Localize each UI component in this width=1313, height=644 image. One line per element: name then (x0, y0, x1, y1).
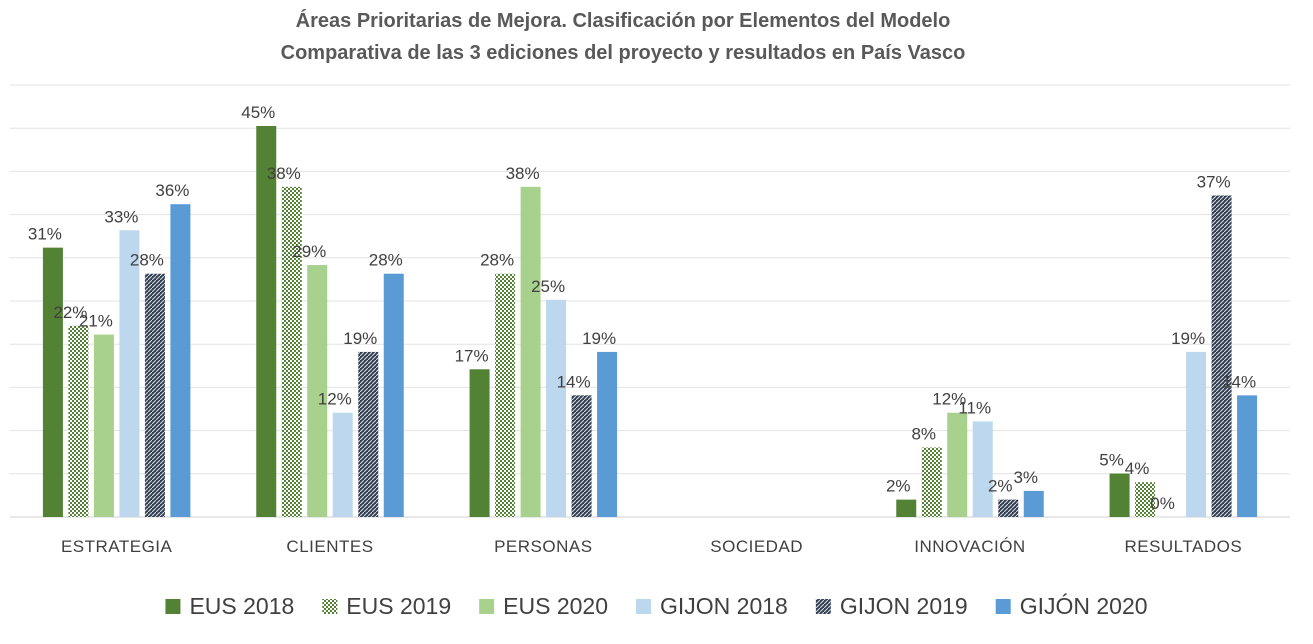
bar-gijon-2018-clientes (332, 412, 353, 517)
data-label-eus-2020-estrategia: 21% (79, 312, 113, 331)
chart-subtitle: Comparativa de las 3 ediciones del proye… (281, 42, 966, 64)
data-label-eus-2020-resultados: 0% (1150, 494, 1175, 513)
legend: EUS 2018 EUS 2019 EUS 2020 GIJON 2018 GIJON … (165, 593, 1148, 619)
data-label-eus-2018-resultados: 5% (1099, 451, 1124, 470)
bar-eus-2020-innovacion (947, 412, 968, 517)
data-labels: 31% 22%21% 33% 28% 36% 45% 38% 29% 12% 19% 28% 17% 2… (28, 103, 1256, 513)
bar-eus-2020-estrategia (93, 334, 114, 517)
legend-swatch-gijon-2018 (636, 599, 652, 614)
legend-swatch-gijon-2020 (995, 599, 1011, 614)
bar-eus-2019-personas (495, 273, 516, 517)
data-label-eus-2018-innovacion: 2% (886, 477, 911, 496)
x-tick-label-personas: PERSONAS (494, 537, 592, 556)
data-label-eus-2018-clientes: 45% (241, 103, 275, 122)
data-label-eus-2019-resultados: 4% (1125, 459, 1150, 478)
data-label-eus-2019-innovacion: 8% (911, 424, 936, 443)
bar-gijon-2018-personas (546, 299, 567, 517)
data-label-gijon-2018-estrategia: 33% (104, 207, 138, 226)
bar-gijon-2019-innovacion (998, 499, 1019, 517)
data-label-gijon-2019-clientes: 19% (343, 329, 377, 348)
legend-item-eus-2018: EUS 2018 (165, 593, 294, 619)
x-tick-label-sociedad: SOCIEDAD (710, 537, 803, 556)
data-label-gijon-2018-resultados: 19% (1171, 329, 1205, 348)
data-label-gijon-2019-resultados: 37% (1197, 173, 1231, 192)
data-label-gijon-2019-innovacion: 2% (988, 477, 1013, 496)
bar-eus-2020-clientes (307, 265, 328, 517)
legend-item-eus-2019: EUS 2019 (322, 593, 451, 619)
bar-gijon-2018-estrategia (119, 230, 140, 517)
data-label-gijon-2019-estrategia: 28% (130, 251, 164, 270)
data-label-gijon-2019-personas: 14% (557, 372, 591, 391)
data-label-eus-2019-estrategia: 22% (53, 303, 87, 322)
data-label-gijon-2018-clientes: 12% (318, 390, 352, 409)
bar-eus-2019-estrategia (68, 325, 89, 517)
bar-gijon-2020-innovacion (1023, 490, 1044, 517)
data-label-eus-2019-personas: 28% (480, 251, 514, 270)
bar-gijon-2020-estrategia (170, 204, 191, 517)
legend-label-gijon-2018: GIJON 2018 (660, 593, 788, 619)
data-label-gijon-2018-personas: 25% (531, 277, 565, 296)
bar-gijon-2018-resultados (1186, 351, 1207, 517)
data-label-eus-2018-personas: 17% (455, 346, 489, 365)
legend-item-eus-2020: EUS 2020 (479, 593, 608, 619)
gridlines (10, 84, 1290, 518)
legend-label-eus-2019: EUS 2019 (346, 593, 451, 619)
data-label-eus-2020-clientes: 29% (292, 242, 326, 261)
x-axis-labels: ESTRATEGIA CLIENTES PERSONAS SOCIEDAD INNOVA… (61, 537, 1242, 556)
bar-gijon-2020-resultados (1237, 395, 1258, 517)
data-label-gijon-2020-innovacion: 3% (1013, 468, 1038, 487)
legend-label-eus-2018: EUS 2018 (189, 593, 294, 619)
legend-swatch-eus-2018 (165, 599, 181, 614)
data-label-gijon-2020-personas: 19% (582, 329, 616, 348)
bar-eus-2020-personas (520, 186, 541, 518)
data-label-eus-2019-clientes: 38% (267, 164, 301, 183)
x-tick-label-resultados: RESULTADOS (1124, 537, 1242, 556)
legend-label-eus-2020: EUS 2020 (503, 593, 608, 619)
bar-eus-2019-innovacion (921, 447, 942, 517)
bar-gijon-2019-estrategia (144, 273, 165, 517)
legend-swatch-eus-2020 (479, 599, 495, 614)
legend-swatch-gijon-2019 (815, 599, 831, 614)
legend-label-gijon-2019: GIJON 2019 (840, 593, 968, 619)
x-tick-label-innovacion: INNOVACIÓN (914, 537, 1025, 556)
data-label-gijon-2020-resultados: 14% (1222, 372, 1256, 391)
bar-eus-2018-resultados (1109, 473, 1130, 517)
bars (42, 126, 1258, 518)
bar-gijon-2018-innovacion (972, 421, 993, 517)
legend-swatch-eus-2019 (322, 599, 338, 614)
data-label-eus-2020-personas: 38% (506, 164, 540, 183)
bar-eus-2018-estrategia (42, 247, 63, 517)
x-tick-label-clientes: CLIENTES (286, 537, 373, 556)
chart-title: Áreas Prioritarias de Mejora. Clasificac… (296, 9, 951, 32)
bar-eus-2018-personas (469, 369, 490, 517)
legend-item-gijon-2020: GIJÓN 2020 (995, 593, 1148, 619)
bar-eus-2019-clientes (281, 186, 302, 518)
legend-item-gijon-2019: GIJON 2019 (815, 593, 968, 619)
bar-eus-2018-innovacion (896, 499, 917, 517)
bar-gijon-2020-clientes (383, 273, 404, 517)
x-tick-label-estrategia: ESTRATEGIA (61, 537, 173, 556)
bar-eus-2018-clientes (256, 126, 277, 517)
bar-eus-2019-resultados (1135, 482, 1156, 517)
legend-label-gijon-2020: GIJÓN 2020 (1020, 593, 1148, 619)
bar-gijon-2019-clientes (358, 351, 379, 517)
data-label-gijon-2020-estrategia: 36% (155, 181, 189, 200)
data-label-eus-2020-innovacion: 12% (932, 390, 966, 409)
legend-item-gijon-2018: GIJON 2018 (636, 593, 788, 619)
bar-gijon-2019-resultados (1211, 195, 1232, 517)
data-label-gijon-2018-innovacion: 11% (958, 398, 991, 417)
bar-gijon-2019-personas (571, 395, 592, 517)
data-label-gijon-2020-clientes: 28% (369, 251, 403, 270)
bar-gijon-2020-personas (597, 351, 618, 517)
data-label-eus-2018-estrategia: 31% (28, 225, 62, 244)
